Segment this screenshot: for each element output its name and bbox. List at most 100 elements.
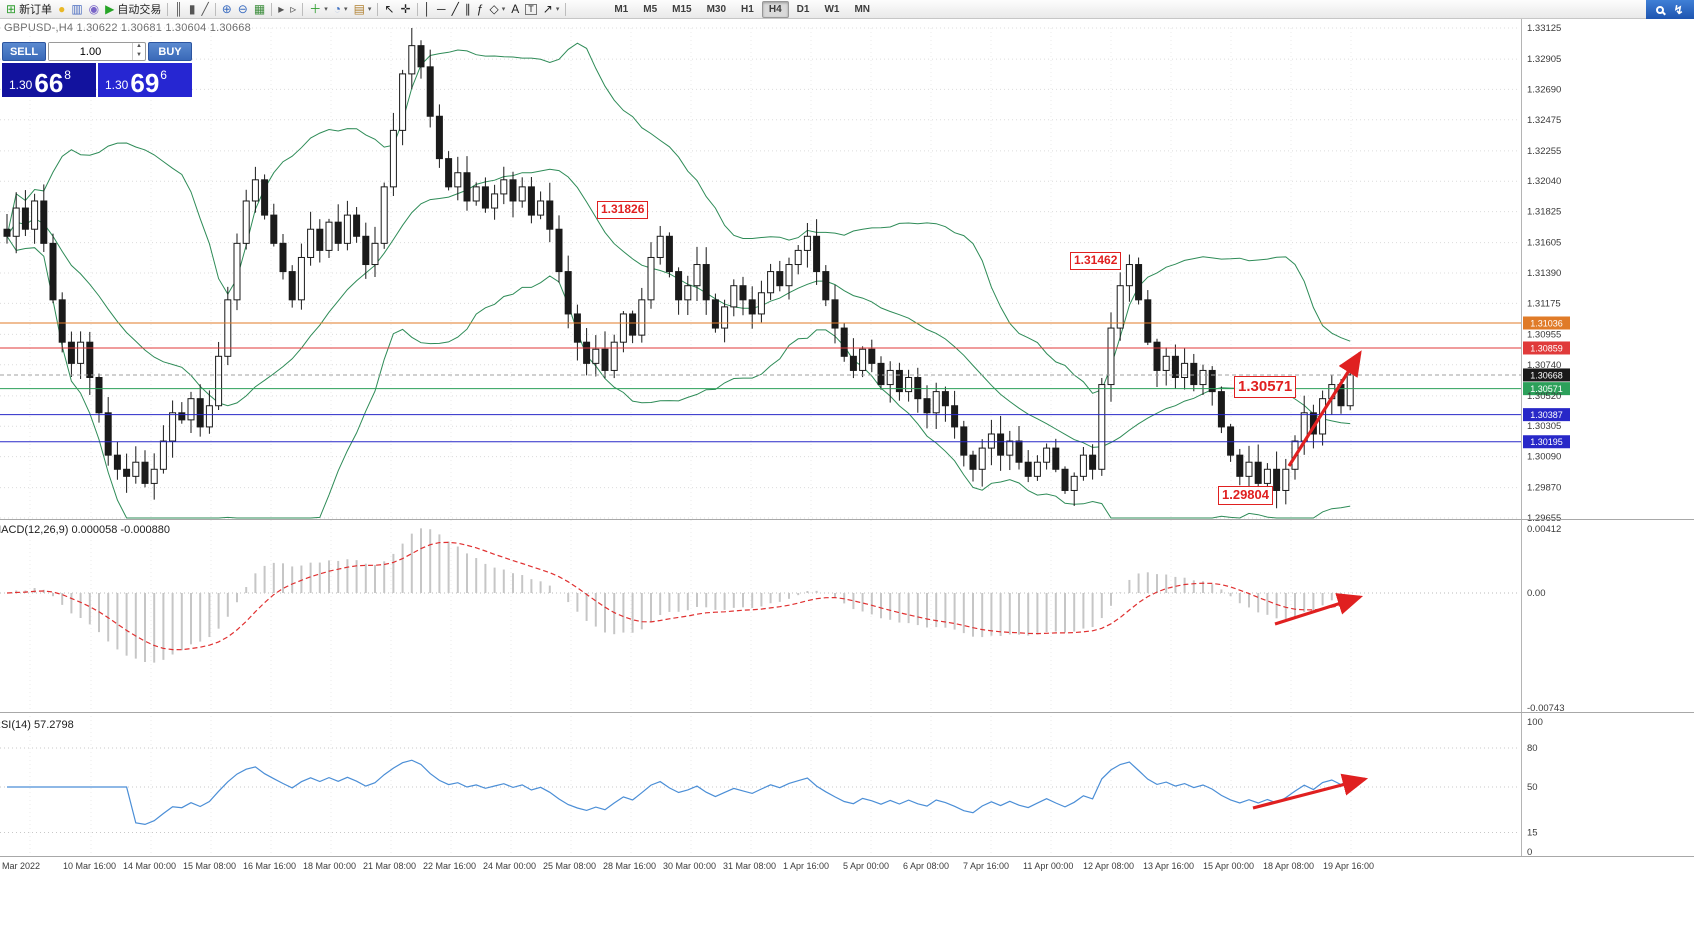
timeframe-m1-button[interactable]: M1: [614, 3, 629, 15]
zoom-in-icon[interactable]: ⊕: [219, 1, 235, 18]
volume-input[interactable]: [49, 43, 132, 60]
trend-arrow-main[interactable]: [1287, 350, 1362, 467]
new-order-button-label: 新订单: [19, 4, 53, 16]
svg-text:11 Apr 00:00: 11 Apr 00:00: [1023, 861, 1073, 871]
toolbar-separator: [214, 2, 216, 16]
indicators-icon[interactable]: ＋ ▾: [306, 1, 331, 18]
toolbar: ⊞ 新订单 ● ▥ ◉ ▶ 自动交易 ║ ▮ ╱ ⊕ ⊖ ▦ ▸ ▹ ＋ ▾ ◔ ▾ ▤ ▾ ↖ ✛ │ ─ ╱ ∥ ƒ ◇ ▾ A T ↗ ▾ …: [0, 0, 1694, 19]
dropdown-arrow-icon[interactable]: ▾: [555, 6, 560, 13]
buy-price-panel[interactable]: 1.30 69 6: [98, 63, 192, 97]
dropdown-arrow-icon[interactable]: ▾: [344, 6, 348, 13]
toolbar-right: ↯: [1646, 0, 1694, 19]
trendline-icon[interactable]: ╱: [449, 1, 462, 18]
rsi-line: [7, 759, 1351, 826]
toolbar-separator: [416, 2, 418, 16]
volume-stepper[interactable]: ▲ ▼: [132, 43, 145, 60]
macd-histogram-layer: [15, 528, 1342, 663]
auto-scroll-icon[interactable]: ▸: [275, 1, 287, 18]
rsi-indicator-label: RSI(14) 57.2798: [0, 719, 74, 731]
svg-text:1.30955: 1.30955: [1527, 329, 1561, 340]
timeframe-d1-button[interactable]: D1: [796, 3, 810, 15]
volume-control: ▲ ▼: [48, 42, 146, 61]
search-icon[interactable]: [1656, 5, 1665, 14]
bar-chart-mode-icon[interactable]: ║: [171, 1, 186, 18]
dropdown-arrow-icon[interactable]: ▾: [367, 6, 372, 13]
chart-lamp-icon[interactable]: ●: [55, 1, 68, 18]
text-label-icon[interactable]: T: [522, 1, 540, 18]
timeframe-h4-button[interactable]: H4: [761, 0, 789, 18]
timeframe-m5-button[interactable]: M5: [643, 3, 658, 15]
buy-price-main: 69: [130, 68, 160, 98]
price-annotation[interactable]: 1.29804: [1218, 486, 1273, 505]
horizontal-line-icon[interactable]: ─: [434, 1, 449, 18]
text-icon[interactable]: A: [508, 1, 522, 18]
chart-lamp-icon: ●: [58, 2, 66, 16]
svg-text:1.30090: 1.30090: [1527, 452, 1561, 463]
svg-text:22 Mar 16:00: 22 Mar 16:00: [423, 861, 476, 871]
candlestick-mode-icon[interactable]: ▮: [186, 1, 199, 18]
autotrading-button[interactable]: ▶ 自动交易: [102, 1, 164, 18]
price-annotation[interactable]: 1.31826: [597, 201, 649, 219]
chart-shift-icon: ▹: [290, 2, 297, 16]
svg-text:7 Apr 16:00: 7 Apr 16:00: [963, 861, 1009, 871]
svg-text:14 Mar 00:00: 14 Mar 00:00: [123, 861, 176, 871]
arrows-tool-icon[interactable]: ↗ ▾: [540, 1, 563, 18]
timeframe-w1-button[interactable]: W1: [824, 3, 840, 15]
svg-text:Mar 2022: Mar 2022: [2, 861, 40, 871]
timeframe-h1-button[interactable]: H1: [741, 3, 754, 15]
sound-alert-icon[interactable]: ◉: [86, 1, 102, 18]
sell-button[interactable]: SELL: [2, 42, 46, 61]
svg-text:1.32475: 1.32475: [1527, 115, 1561, 126]
tile-windows-icon[interactable]: ▦: [251, 1, 268, 18]
chart-shift-icon[interactable]: ▹: [287, 1, 299, 18]
svg-text:18 Apr 08:00: 18 Apr 08:00: [1263, 861, 1314, 871]
new-order-button[interactable]: ⊞ 新订单: [3, 1, 55, 18]
zoom-out-icon[interactable]: ⊖: [235, 1, 251, 18]
volume-up-icon[interactable]: ▲: [136, 43, 142, 49]
periods-icon[interactable]: ◔ ▾: [331, 1, 351, 18]
price-tag: [1523, 316, 1570, 330]
price-annotation[interactable]: 1.31462: [1070, 252, 1122, 270]
templates-icon[interactable]: ▤ ▾: [351, 1, 375, 18]
volume-down-icon[interactable]: ▼: [136, 51, 142, 58]
vertical-line-icon: │: [423, 2, 432, 16]
time-axis: Mar 2022 10 Mar 16:00 14 Mar 00:00 15 Mar 0…: [2, 861, 1374, 871]
svg-text:1.32255: 1.32255: [1527, 146, 1561, 157]
crosshair-icon: ✛: [400, 2, 411, 16]
dropdown-arrow-icon[interactable]: ▾: [501, 6, 506, 13]
sell-price-panel[interactable]: 1.30 66 8: [2, 63, 96, 97]
timeframe-m30-button[interactable]: M30: [706, 3, 727, 15]
svg-text:10 Mar 16:00: 10 Mar 16:00: [63, 861, 116, 871]
line-chart-mode-icon[interactable]: ╱: [199, 1, 212, 18]
shapes-icon[interactable]: ◇ ▾: [486, 1, 508, 18]
svg-text:1.32040: 1.32040: [1527, 176, 1561, 187]
cursor-icon[interactable]: ↖: [381, 1, 397, 18]
svg-text:1.30195: 1.30195: [1530, 437, 1563, 447]
toolbar-separator: [167, 2, 169, 16]
vertical-line-icon[interactable]: │: [421, 1, 435, 18]
profiles-icon[interactable]: ▥: [68, 1, 85, 18]
horizontal-lines-layer[interactable]: 1.31036 1.30859 1.30668 1.30571 1.30387 1.301…: [0, 316, 1570, 449]
channel-icon[interactable]: ∥: [462, 1, 474, 18]
quick-trade-icon[interactable]: ↯: [1673, 2, 1684, 17]
svg-text:-0.00743: -0.00743: [1527, 703, 1565, 714]
svg-text:1.30859: 1.30859: [1530, 343, 1563, 353]
timeframe-mn-button[interactable]: MN: [854, 3, 870, 15]
timeframe-m15-button[interactable]: M15: [672, 3, 692, 15]
fibonacci-icon[interactable]: ƒ: [474, 1, 487, 18]
price-annotation[interactable]: 1.30571: [1234, 376, 1297, 398]
svg-text:1.30387: 1.30387: [1530, 410, 1563, 420]
trend-arrow-rsi[interactable]: [1252, 773, 1369, 810]
svg-text:0: 0: [1527, 847, 1532, 858]
crosshair-icon[interactable]: ✛: [397, 1, 413, 18]
svg-text:24 Mar 00:00: 24 Mar 00:00: [483, 861, 536, 871]
cursor-icon: ↖: [384, 2, 395, 16]
buy-button[interactable]: BUY: [148, 42, 192, 61]
candles-layer: [3, 28, 1354, 509]
dropdown-arrow-icon[interactable]: ▾: [324, 6, 328, 13]
svg-text:1.30668: 1.30668: [1530, 370, 1563, 380]
zoom-in-icon: ⊕: [221, 2, 232, 16]
svg-text:25 Mar 08:00: 25 Mar 08:00: [543, 861, 596, 871]
trend-arrow-macd[interactable]: [1274, 593, 1364, 626]
